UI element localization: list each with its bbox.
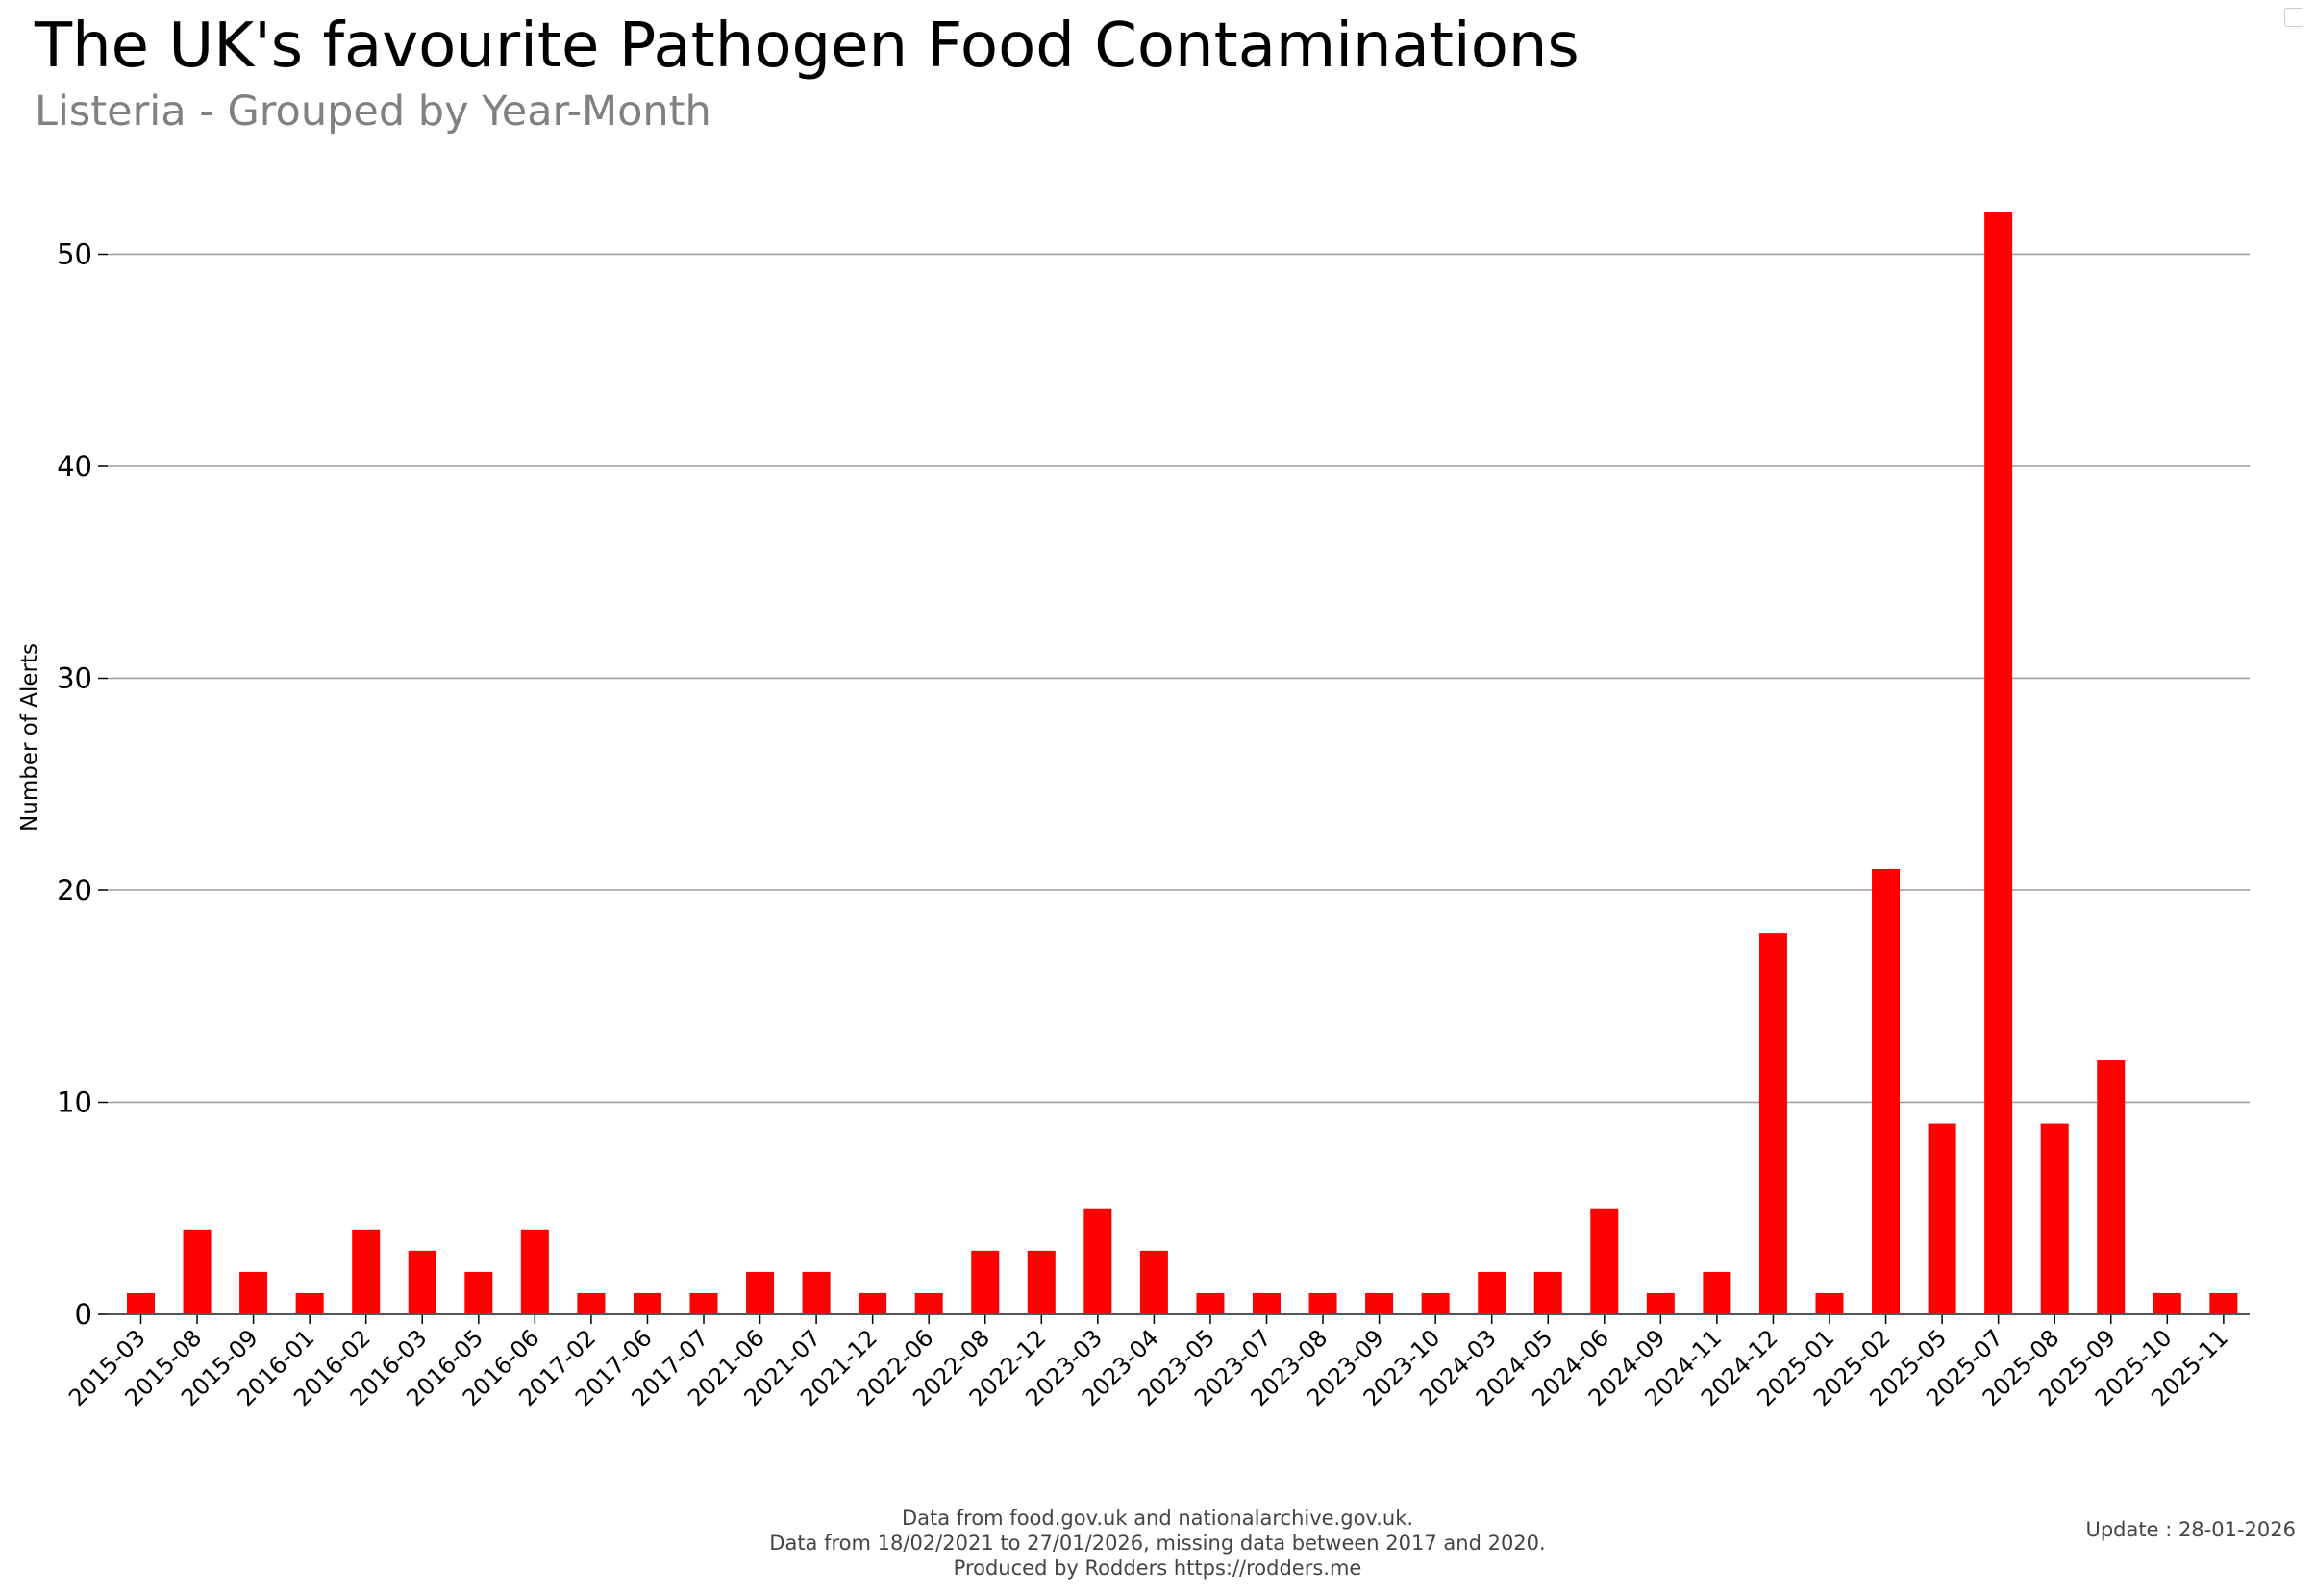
bar-2022-12[interactable]: [1027, 1250, 1056, 1314]
y-tick-label: 50: [57, 238, 92, 271]
footer-notes: Data from food.gov.uk and nationalarchiv…: [0, 1506, 2315, 1581]
bar-2025-07[interactable]: [1984, 212, 2013, 1314]
bar-2025-09[interactable]: [2097, 1060, 2126, 1314]
bar-2023-03[interactable]: [1083, 1208, 1112, 1314]
bar-2023-09[interactable]: [1365, 1292, 1394, 1314]
bar-2025-05[interactable]: [1928, 1123, 1956, 1314]
bar-2023-07[interactable]: [1253, 1292, 1281, 1314]
bar-2024-05[interactable]: [1533, 1271, 1562, 1314]
y-tick-label: 10: [57, 1086, 92, 1119]
bar-2016-02[interactable]: [352, 1229, 381, 1314]
bar-2025-10[interactable]: [2153, 1292, 2181, 1314]
bar-2021-06[interactable]: [746, 1271, 775, 1314]
bar-2015-08[interactable]: [183, 1229, 212, 1314]
bar-2024-03[interactable]: [1478, 1271, 1506, 1314]
bar-2023-05[interactable]: [1196, 1292, 1225, 1314]
bar-2023-10[interactable]: [1421, 1292, 1450, 1314]
bar-2024-11[interactable]: [1703, 1271, 1731, 1314]
bar-2016-03[interactable]: [408, 1250, 436, 1314]
y-tick-label: 0: [75, 1298, 92, 1331]
y-tick-label: 40: [57, 450, 92, 483]
legend-toggle-box[interactable]: [2284, 8, 2303, 27]
bar-2025-11[interactable]: [2209, 1292, 2238, 1314]
y-tick-label: 30: [57, 662, 92, 695]
bar-2025-08[interactable]: [2040, 1123, 2069, 1314]
bar-2017-06[interactable]: [633, 1292, 661, 1314]
y-axis-ticks: 0 10 20 30 40 50: [57, 238, 108, 1331]
bar-2016-06[interactable]: [520, 1229, 549, 1314]
chart-title: The UK's favourite Pathogen Food Contami…: [35, 11, 1580, 82]
bar-2022-06[interactable]: [914, 1292, 943, 1314]
bar-2023-08[interactable]: [1308, 1292, 1337, 1314]
update-date: Update : 28-01-2026: [2085, 1518, 2296, 1541]
bar-2017-07[interactable]: [689, 1292, 718, 1314]
bar-2021-07[interactable]: [802, 1271, 831, 1314]
bar-2015-09[interactable]: [239, 1271, 268, 1314]
bar-2016-05[interactable]: [464, 1271, 493, 1314]
bar-2024-12[interactable]: [1758, 933, 1787, 1314]
bar-2024-09[interactable]: [1646, 1292, 1675, 1314]
footer-line-3: Produced by Rodders https://rodders.me: [953, 1557, 1362, 1580]
y-tick-label: 20: [57, 874, 92, 907]
bar-2017-02[interactable]: [577, 1292, 606, 1314]
bar-2024-06[interactable]: [1590, 1208, 1619, 1314]
bar-2016-01[interactable]: [295, 1292, 324, 1314]
bar-2015-03[interactable]: [127, 1292, 155, 1314]
footer-line-2: Data from 18/02/2021 to 27/01/2026, miss…: [769, 1532, 1546, 1555]
chart-subtitle: Listeria - Grouped by Year-Month: [35, 87, 711, 136]
bars: [127, 212, 2238, 1314]
y-axis-label: Number of Alerts: [17, 643, 42, 832]
bar-2025-02[interactable]: [1872, 868, 1901, 1314]
bar-2022-08[interactable]: [971, 1250, 1000, 1314]
gridlines: [108, 253, 2250, 1104]
bar-2023-04[interactable]: [1139, 1250, 1168, 1314]
bar-2021-12[interactable]: [859, 1292, 887, 1314]
x-axis-ticks: 2015-032015-082015-092016-012016-022016-…: [63, 1314, 2233, 1411]
bar-2025-01[interactable]: [1815, 1292, 1844, 1314]
footer-line-1: Data from food.gov.uk and nationalarchiv…: [901, 1507, 1414, 1530]
